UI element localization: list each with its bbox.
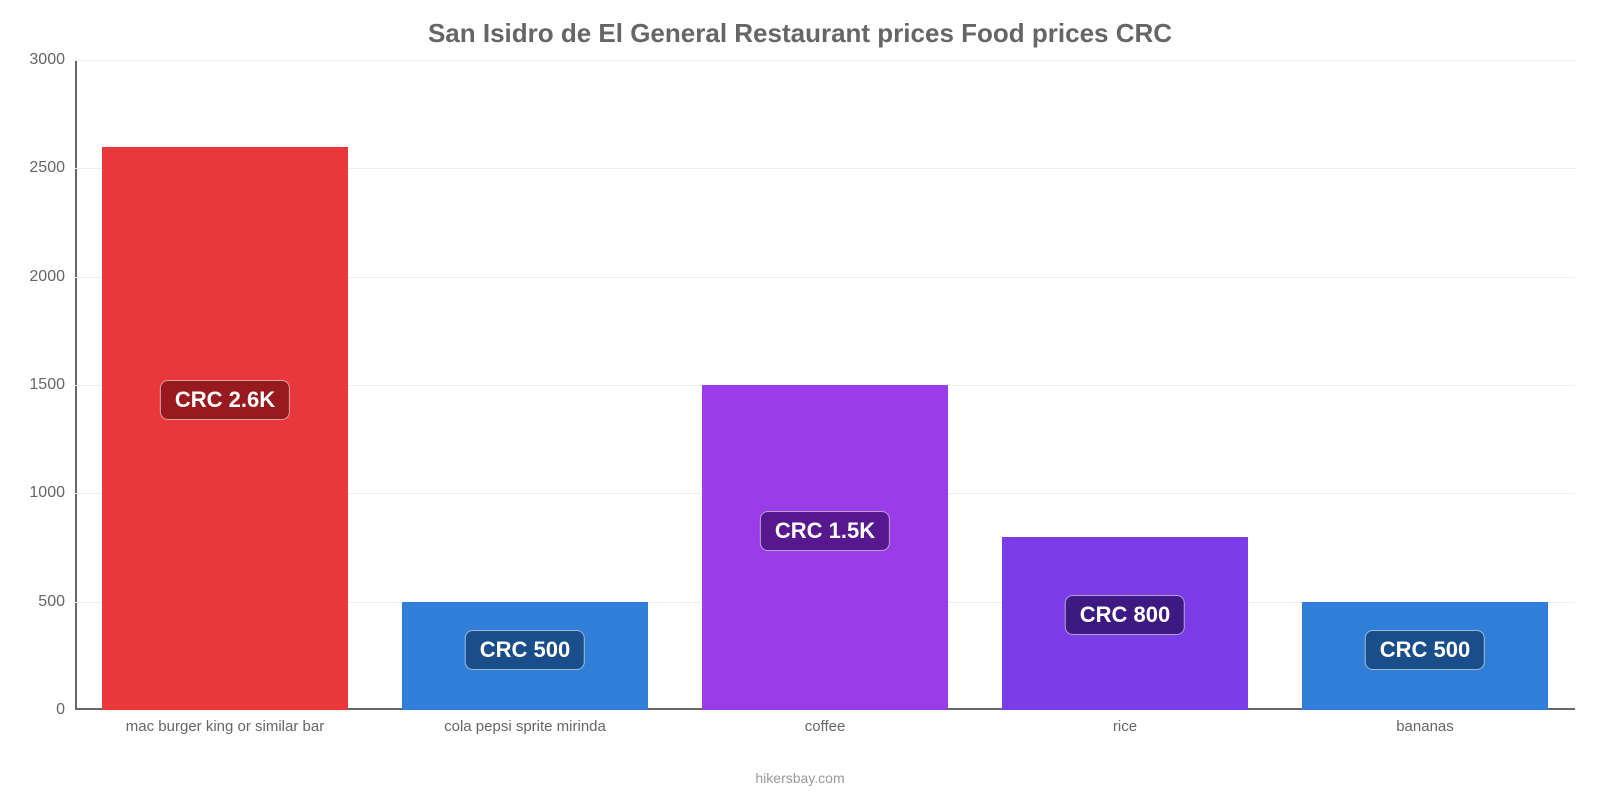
value-badge: CRC 500 xyxy=(1365,630,1485,670)
value-badge: CRC 1.5K xyxy=(760,511,890,551)
value-badge: CRC 800 xyxy=(1065,595,1185,635)
y-tick-label: 1500 xyxy=(29,376,75,394)
price-bar-chart: San Isidro de El General Restaurant pric… xyxy=(0,0,1600,800)
y-tick-label: 0 xyxy=(56,701,75,719)
value-badge: CRC 500 xyxy=(465,630,585,670)
value-badge: CRC 2.6K xyxy=(160,380,290,420)
y-tick-label: 2500 xyxy=(29,159,75,177)
chart-title: San Isidro de El General Restaurant pric… xyxy=(0,18,1600,49)
x-tick-label: rice xyxy=(1113,710,1137,735)
credit-text: hikersbay.com xyxy=(0,770,1600,786)
x-tick-label: cola pepsi sprite mirinda xyxy=(444,710,606,735)
x-tick-label: bananas xyxy=(1396,710,1454,735)
y-tick-label: 2000 xyxy=(29,268,75,286)
plot-area: 050010001500200025003000mac burger king … xyxy=(75,60,1575,710)
x-tick-label: mac burger king or similar bar xyxy=(126,710,324,735)
x-tick-label: coffee xyxy=(805,710,846,735)
y-tick-label: 500 xyxy=(38,593,75,611)
bar xyxy=(102,147,348,710)
y-tick-label: 1000 xyxy=(29,484,75,502)
gridline xyxy=(75,60,1575,61)
y-tick-label: 3000 xyxy=(29,51,75,69)
